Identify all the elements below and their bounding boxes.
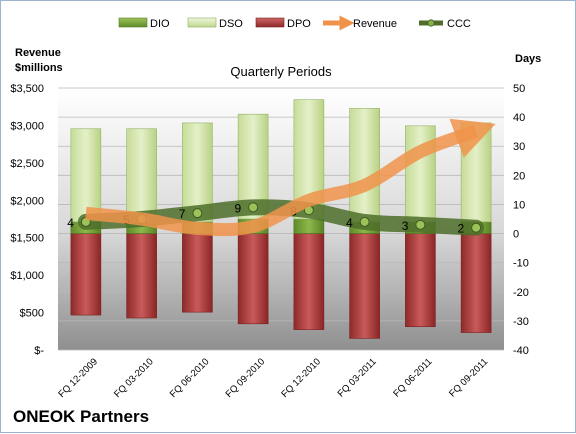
right-tick-label: 30: [513, 141, 525, 153]
ccc-point: [359, 216, 370, 227]
company-name: ONEOK Partners: [13, 407, 149, 426]
right-tick-label: 40: [513, 112, 525, 124]
bar-dso: [126, 128, 157, 223]
bar-dpo: [460, 233, 492, 333]
right-tick-label: 0: [513, 229, 519, 241]
legend: DIO DSO DPO Revenue CCC: [118, 15, 471, 31]
left-tick-label: $2,500: [10, 158, 44, 170]
left-axis: $- $500 $1,000 $1,500 $2,000 $2,500 $3,000 $3,5…: [10, 83, 44, 357]
bar-dpo: [405, 233, 436, 328]
right-tick-label: -30: [513, 316, 529, 328]
ccc-data-label: 7: [179, 207, 186, 221]
left-tick-label: $2,000: [10, 195, 44, 207]
left-tick-label: $3,500: [10, 83, 44, 95]
right-tick-label: 20: [513, 170, 525, 182]
bar-dpo: [237, 233, 269, 325]
ccc-data-label: 3: [402, 219, 409, 233]
x-tick-label: FQ 12-2009: [56, 356, 100, 400]
left-tick-label: $1,000: [10, 270, 44, 282]
right-tick-label: -20: [513, 287, 529, 299]
lines-layer: 4 5 7 9 84 3 2: [67, 118, 496, 237]
ccc-data-label: 4: [67, 216, 74, 230]
left-axis-title-line2: $millions: [15, 62, 63, 74]
legend-label-revenue: Revenue: [353, 18, 397, 30]
legend-label-dio: DIO: [150, 18, 170, 30]
ccc-data-label: 2: [457, 222, 464, 236]
right-tick-label: -10: [513, 258, 529, 270]
bar-dso: [70, 128, 102, 223]
x-tick-label: FQ 09-2010: [224, 356, 268, 400]
legend-label-ccc: CCC: [447, 18, 471, 30]
right-tick-label: 50: [513, 83, 525, 95]
x-tick-label: FQ 12-2010: [279, 356, 323, 400]
legend-marker-ccc: [427, 19, 435, 27]
bar-dpo: [182, 233, 213, 313]
revenue-line: [85, 118, 496, 237]
left-axis-title-line1: Revenue: [15, 47, 61, 59]
right-axis-title: Days: [515, 53, 541, 65]
chart-title: Quarterly Periods: [230, 64, 332, 79]
right-tick-label: 10: [513, 199, 525, 211]
x-tick-label: FQ 06-2010: [168, 356, 212, 400]
right-tick-label: -40: [513, 345, 529, 357]
ccc-point: [192, 208, 203, 219]
bar-dpo: [70, 233, 102, 316]
ccc-point: [415, 219, 426, 230]
left-tick-label: $-: [34, 345, 44, 357]
ccc-point: [471, 222, 482, 233]
left-tick-label: $3,000: [10, 120, 44, 132]
x-tick-label: FQ 06-2011: [391, 356, 434, 399]
bar-dio: [293, 218, 325, 234]
bar-dpo: [126, 233, 157, 319]
legend-swatch-dpo: [255, 17, 285, 28]
x-axis: FQ 12-2009 FQ 03-2010 FQ 06-2010 FQ 09-2010…: [56, 356, 490, 400]
legend-label-dso: DSO: [219, 18, 243, 30]
bar-dpo: [293, 233, 325, 330]
ccc-data-label: 9: [234, 201, 241, 215]
right-axis: -40 -30 -20 -10 0 10 20 30 40 50: [513, 83, 529, 357]
ccc-point: [248, 202, 259, 213]
left-tick-label: $1,500: [10, 233, 44, 245]
legend-label-dpo: DPO: [287, 18, 311, 30]
x-tick-label: FQ 09-2011: [447, 356, 490, 399]
bar-dpo: [349, 233, 380, 339]
ccc-data-label: 4: [346, 216, 353, 230]
legend-swatch-dio: [118, 17, 148, 28]
bar-dso: [349, 108, 380, 223]
legend-swatch-dso: [187, 17, 217, 28]
x-tick-label: FQ 03-2011: [336, 356, 379, 399]
x-tick-label: FQ 03-2010: [112, 356, 156, 400]
left-tick-label: $500: [20, 308, 44, 320]
